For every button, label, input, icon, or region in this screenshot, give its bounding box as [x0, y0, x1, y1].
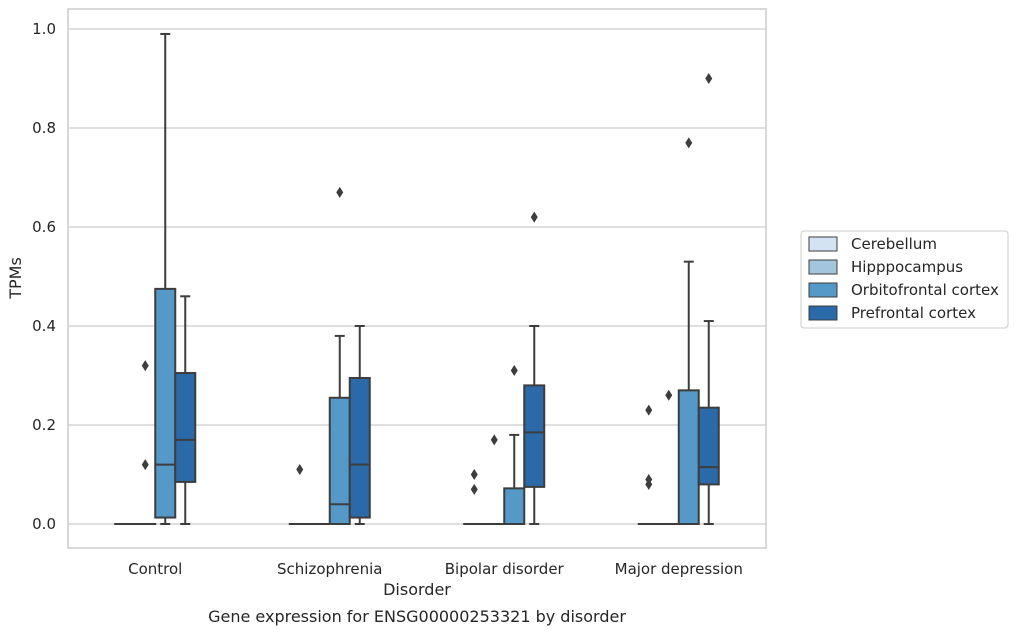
legend-label: Hipppocampus — [851, 258, 963, 276]
x-tick-label: Major depression — [615, 560, 743, 578]
outlier-point — [705, 73, 713, 84]
legend-swatch — [808, 236, 838, 252]
legend-swatch — [808, 282, 838, 298]
outlier-point — [645, 473, 653, 485]
box-prefrontal-cortex — [174, 295, 197, 525]
y-tick-label: 1.0 — [32, 20, 56, 38]
x-tick-label: Control — [128, 560, 182, 578]
y-tick-label: 0.0 — [32, 515, 56, 533]
outliers — [141, 73, 713, 495]
box-body — [348, 376, 371, 519]
outlier-point — [296, 464, 304, 476]
box-body — [503, 487, 526, 525]
y-tick-label: 0.4 — [32, 317, 56, 335]
x-axis-title: Disorder — [383, 580, 451, 599]
x-tick-label: Bipolar disorder — [445, 560, 565, 578]
box-orbitofrontal-cortex — [328, 334, 351, 525]
plot-frame — [67, 8, 767, 549]
legend-label: Cerebellum — [851, 235, 937, 253]
outlier-point — [645, 404, 653, 416]
legend-frame — [800, 230, 1009, 329]
box-body — [697, 406, 720, 486]
box-orbitofrontal-cortex — [154, 32, 177, 525]
outlier-point — [141, 459, 149, 471]
outlier-point — [336, 186, 344, 198]
box-orbitofrontal-cortex — [677, 260, 700, 525]
legend: Cerebellum Hipppocampus Orbitofrontal cort… — [800, 230, 1009, 329]
boxes — [114, 32, 720, 526]
outlier-point — [665, 389, 673, 401]
legend-swatch — [808, 259, 838, 275]
box-prefrontal-cortex — [348, 325, 371, 525]
y-tick-label: 0.2 — [32, 416, 56, 434]
box-body — [154, 287, 177, 519]
box-orbitofrontal-cortex — [503, 433, 526, 525]
chart-caption: Gene expression for ENSG00000253321 by d… — [208, 607, 626, 626]
box-body — [677, 389, 700, 525]
outlier-point — [530, 211, 538, 223]
box-body — [174, 372, 197, 483]
outlier-point — [510, 365, 518, 377]
outlier-point — [470, 483, 478, 495]
y-tick-label: 0.6 — [32, 218, 56, 236]
box-body — [523, 384, 546, 488]
legend-label: Orbitofrontal cortex — [851, 281, 999, 299]
box-prefrontal-cortex — [523, 325, 546, 525]
outlier-point — [490, 434, 498, 446]
legend-swatch — [808, 305, 838, 321]
outlier-point — [470, 469, 478, 480]
y-axis-ticks: 0.0 0.2 0.4 0.6 0.8 1.0 — [32, 20, 56, 533]
x-tick-label: Schizophrenia — [277, 560, 382, 578]
outlier-point — [685, 137, 693, 149]
outlier-point — [141, 360, 149, 372]
box-prefrontal-cortex — [697, 320, 720, 525]
legend-label: Prefrontal cortex — [851, 304, 976, 322]
y-tick-label: 0.8 — [32, 119, 56, 137]
x-axis-ticks: Control Schizophrenia Bipolar disorder Majo… — [128, 560, 743, 578]
y-axis-title: TPMs — [6, 257, 25, 300]
